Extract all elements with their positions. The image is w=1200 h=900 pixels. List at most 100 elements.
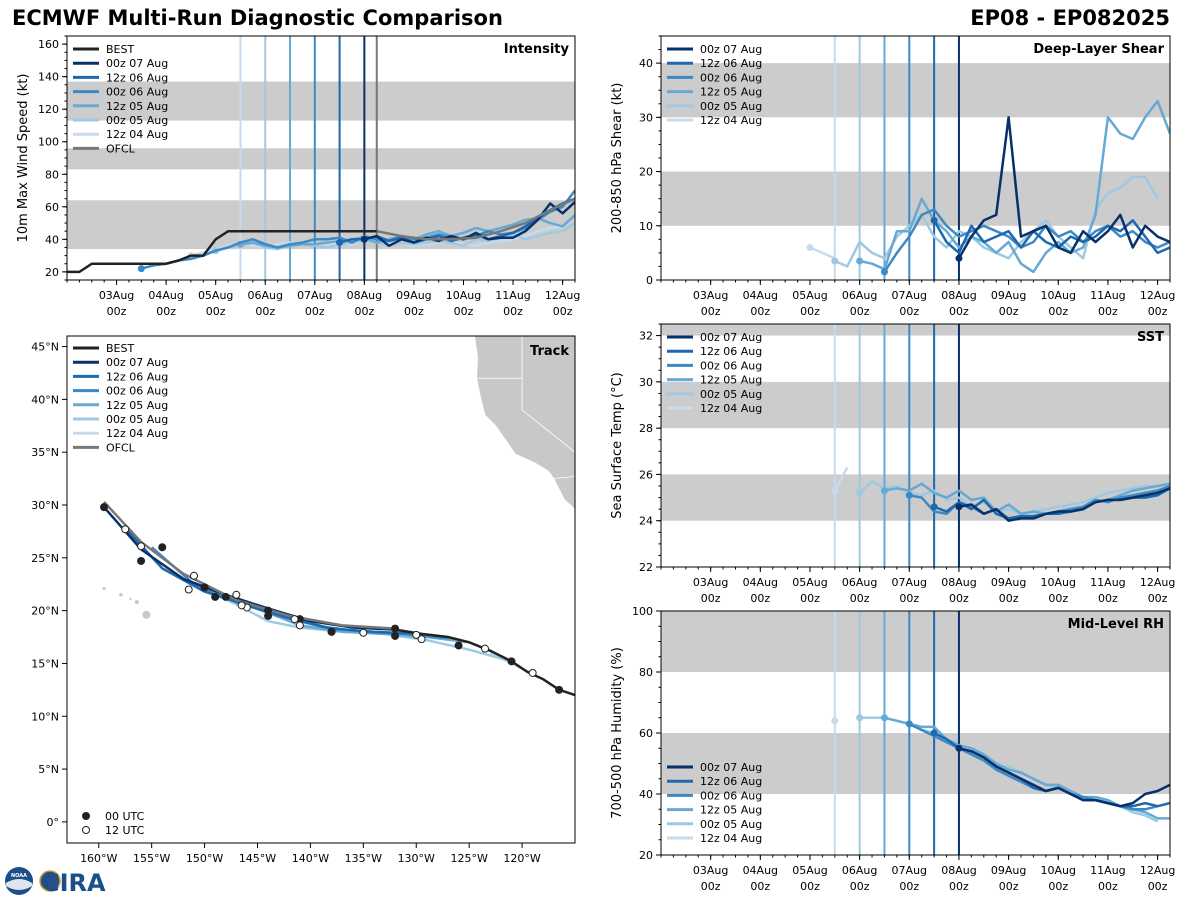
shear-series-start-point xyxy=(806,243,814,251)
track-legend-label: 12z 05 Aug xyxy=(106,399,168,412)
shear-title: Deep-Layer Shear xyxy=(1033,42,1164,57)
sst-xtick-label: 10Aug xyxy=(1041,576,1076,589)
intensity-legend-label: 12z 04 Aug xyxy=(106,128,168,141)
track-point-00utc xyxy=(454,641,463,650)
track-ytick-label: 45°N xyxy=(31,341,59,354)
sst-xtick-label: 03Aug xyxy=(693,576,728,589)
shear-series-00z-07-Aug xyxy=(957,116,1170,259)
track-point-00utc xyxy=(137,556,146,565)
legend-marker-00utc xyxy=(82,812,90,820)
shear-xtick-label: 00z xyxy=(1098,305,1118,318)
rh-ytick-label: 80 xyxy=(639,666,653,679)
intensity-title: Intensity xyxy=(504,42,570,57)
shear-xtick-label: 00z xyxy=(701,305,721,318)
track-xtick-label: 130°W xyxy=(398,852,435,865)
track-ytick-label: 0° xyxy=(47,816,60,829)
shear-xtick-label: 06Aug xyxy=(842,289,877,302)
intensity-best-line xyxy=(67,229,377,274)
rh-xtick-label: 07Aug xyxy=(892,864,927,877)
intensity-legend-label: 00z 07 Aug xyxy=(106,57,168,70)
rh-xtick-label: 06Aug xyxy=(842,864,877,877)
sst-xtick-label: 00z xyxy=(999,592,1019,605)
intensity-ytick-label: 120 xyxy=(38,103,59,116)
track-title: Track xyxy=(530,344,569,359)
shear-series-start-point xyxy=(930,216,938,224)
sst-xtick-label: 00z xyxy=(899,592,919,605)
track-point-00utc xyxy=(507,657,516,666)
intensity-ofcl-line xyxy=(376,197,575,241)
shear-band-1 xyxy=(661,63,1170,118)
track-point-00utc xyxy=(391,624,400,633)
sst-xtick-label: 12Aug xyxy=(1140,576,1175,589)
intensity-xtick-label: 07Aug xyxy=(297,289,332,302)
sst-legend-label: 00z 05 Aug xyxy=(700,388,762,401)
track-best-line xyxy=(394,628,575,697)
sst-xtick-label: 09Aug xyxy=(991,576,1026,589)
track-xtick-label: 160°W xyxy=(80,852,117,865)
hawaii-island xyxy=(129,597,132,601)
intensity-ytick-label: 40 xyxy=(45,233,59,246)
intensity-legend-label: OFCL xyxy=(106,142,136,155)
shear-xtick-label: 08Aug xyxy=(941,289,976,302)
intensity-band-1 xyxy=(67,148,575,170)
intensity-plot-area xyxy=(67,36,575,280)
rh-legend-label: 12z 04 Aug xyxy=(700,832,762,845)
rh-ytick-label: 20 xyxy=(639,849,653,862)
track-map-area xyxy=(100,336,575,697)
intensity-xtick-label: 11Aug xyxy=(495,289,530,302)
intensity-ytick-label: 100 xyxy=(38,136,59,149)
intensity-xtick-label: 00z xyxy=(107,305,127,318)
state-border xyxy=(521,378,575,453)
shear-xtick-label: 10Aug xyxy=(1041,289,1076,302)
shear-xtick-label: 00z xyxy=(899,305,919,318)
shear-panel: 0 10 20 30 40 03Aug 00z 04Aug 00z 05Aug 00z 06Aug 00… xyxy=(610,35,1175,318)
track-point-12utc xyxy=(295,621,304,630)
rh-legend-label: 00z 05 Aug xyxy=(700,818,762,831)
rh-series-start-point xyxy=(905,720,913,728)
sst-series-start-point xyxy=(856,489,864,497)
rh-xtick-label: 00z xyxy=(800,880,820,893)
rh-xtick-label: 08Aug xyxy=(941,864,976,877)
rh-xtick-label: 00z xyxy=(701,880,721,893)
rh-legend-label: 00z 06 Aug xyxy=(700,789,762,802)
sst-series-12z-05-Aug xyxy=(884,482,1170,516)
legend-marker-12utc xyxy=(82,826,90,834)
sst-series-start-point xyxy=(930,503,938,511)
hawaii-island xyxy=(142,610,151,619)
intensity-ylabel: 10m Max Wind Speed (kt) xyxy=(16,74,31,243)
shear-ylabel: 200-850 hPa Shear (kt) xyxy=(610,83,625,234)
globe-icon xyxy=(39,870,61,892)
shear-series-12z-06-Aug xyxy=(933,219,1170,255)
track-marker-legend-label: 00 UTC xyxy=(105,810,145,823)
rh-plot-area xyxy=(661,611,1170,855)
intensity-xtick-label: 00z xyxy=(503,305,523,318)
track-legend-label: 12z 06 Aug xyxy=(106,370,168,383)
rh-xtick-label: 00z xyxy=(949,880,969,893)
cira-logo-text: CIRA xyxy=(42,869,106,896)
track-legend-label: 00z 05 Aug xyxy=(106,413,168,426)
rh-xtick-label: 03Aug xyxy=(693,864,728,877)
sst-ytick-label: 26 xyxy=(639,468,653,481)
shear-xtick-label: 00z xyxy=(949,305,969,318)
rh-xtick-label: 00z xyxy=(850,880,870,893)
shear-xtick-label: 05Aug xyxy=(792,289,827,302)
sst-xtick-label: 08Aug xyxy=(941,576,976,589)
sst-ylabel: Sea Surface Temp (°C) xyxy=(610,372,625,519)
track-point-12utc xyxy=(481,644,490,653)
track-point-12utc xyxy=(137,542,146,551)
intensity-legend-label: BEST xyxy=(106,43,134,56)
rh-legend-label: 12z 05 Aug xyxy=(700,804,762,817)
intensity-xtick-label: 06Aug xyxy=(248,289,283,302)
sst-xtick-label: 00z xyxy=(949,592,969,605)
track-point-00utc xyxy=(391,631,400,640)
track-ytick-label: 30°N xyxy=(31,499,59,512)
rh-xtick-label: 00z xyxy=(899,880,919,893)
rh-panel: 20 40 60 80 100 03Aug 00z 04Aug 00z 05Aug 00z 06Aug… xyxy=(610,605,1175,893)
track-point-12utc xyxy=(412,630,421,639)
track-point-12utc xyxy=(232,590,241,599)
shear-legend-label: 00z 06 Aug xyxy=(700,71,762,84)
rh-series-start-point xyxy=(831,717,839,725)
track-point-00utc xyxy=(200,583,209,592)
